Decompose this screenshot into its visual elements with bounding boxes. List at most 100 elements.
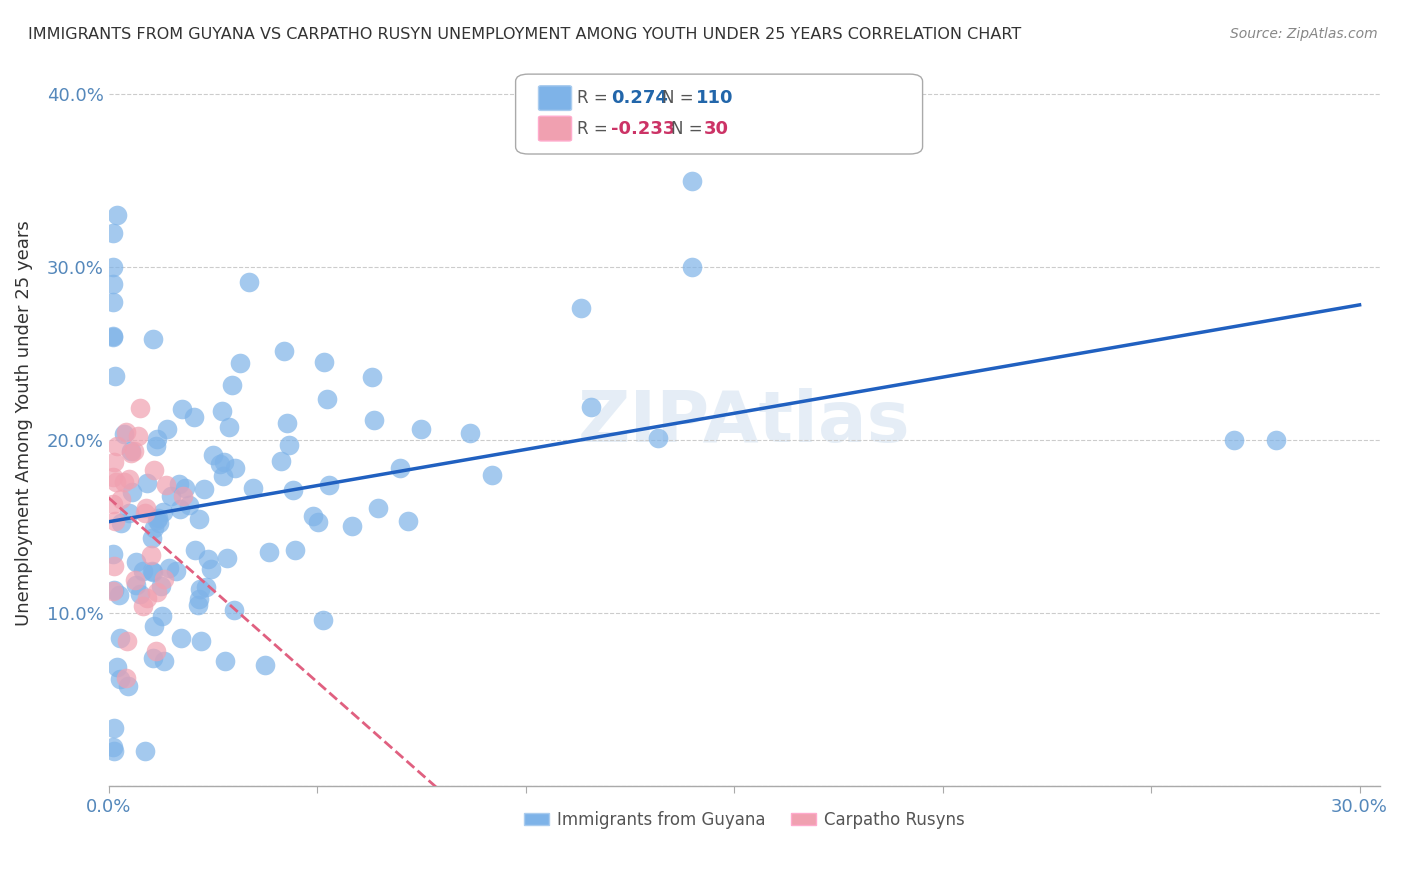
Point <box>127 429 149 443</box>
Point <box>115 671 138 685</box>
Point <box>681 260 703 274</box>
Point <box>101 277 124 292</box>
Point <box>152 505 174 519</box>
Point <box>197 552 219 566</box>
Point <box>1265 433 1288 447</box>
Point <box>101 548 124 562</box>
Point <box>647 431 669 445</box>
Point <box>135 591 157 606</box>
Point <box>217 550 239 565</box>
Point <box>179 498 201 512</box>
Point <box>153 654 176 668</box>
Point <box>101 260 124 274</box>
Point <box>146 584 169 599</box>
Point <box>363 413 385 427</box>
Point <box>129 401 152 416</box>
Text: ZIPAtlas: ZIPAtlas <box>578 388 911 458</box>
Point <box>141 564 163 578</box>
Point <box>200 562 222 576</box>
Text: Source: ZipAtlas.com: Source: ZipAtlas.com <box>1230 27 1378 41</box>
Point <box>311 613 333 627</box>
Point <box>145 438 167 452</box>
Point <box>143 462 166 476</box>
Point <box>201 449 224 463</box>
Point <box>458 425 481 440</box>
Point <box>190 582 212 596</box>
Text: -0.233: -0.233 <box>612 120 675 137</box>
Point <box>221 378 243 392</box>
Point <box>307 515 329 529</box>
Point <box>579 400 602 414</box>
Point <box>101 294 124 309</box>
FancyBboxPatch shape <box>538 116 572 141</box>
Point <box>103 582 125 597</box>
Text: IMMIGRANTS FROM GUYANA VS CARPATHO RUSYN UNEMPLOYMENT AMONG YOUTH UNDER 25 YEARS: IMMIGRANTS FROM GUYANA VS CARPATHO RUSYN… <box>28 27 1021 42</box>
Point <box>105 439 128 453</box>
Point <box>276 416 298 430</box>
Text: 110: 110 <box>696 89 734 107</box>
Point <box>135 501 157 516</box>
Point <box>118 506 141 520</box>
FancyBboxPatch shape <box>516 74 922 154</box>
Point <box>120 444 142 458</box>
Point <box>146 511 169 525</box>
Point <box>145 432 167 446</box>
Point <box>224 461 246 475</box>
Point <box>1223 433 1246 447</box>
Point <box>172 489 194 503</box>
Point <box>117 679 139 693</box>
Point <box>115 633 138 648</box>
Point <box>283 483 305 497</box>
Point <box>284 542 307 557</box>
Point <box>193 482 215 496</box>
Point <box>187 592 209 607</box>
Point <box>361 370 384 384</box>
Point <box>101 583 124 598</box>
Point <box>129 587 152 601</box>
Point <box>108 588 131 602</box>
Point <box>103 558 125 573</box>
Point <box>569 301 592 316</box>
Point <box>257 544 280 558</box>
Point <box>134 506 156 520</box>
Point <box>110 673 132 687</box>
Point <box>118 472 141 486</box>
Point <box>218 419 240 434</box>
Point <box>124 574 146 588</box>
Point <box>238 276 260 290</box>
Point <box>165 564 187 578</box>
FancyBboxPatch shape <box>538 86 572 111</box>
Point <box>105 659 128 673</box>
Point <box>101 226 124 240</box>
Point <box>103 721 125 735</box>
Point <box>312 355 335 369</box>
Point <box>135 475 157 490</box>
Point <box>103 455 125 469</box>
Point <box>148 516 170 530</box>
Point <box>125 555 148 569</box>
Point <box>254 657 277 672</box>
Point <box>120 446 142 460</box>
Point <box>104 514 127 528</box>
Point <box>242 481 264 495</box>
Point <box>318 478 340 492</box>
Text: R =: R = <box>576 89 613 107</box>
Point <box>101 329 124 343</box>
Point <box>101 739 124 754</box>
Point <box>121 484 143 499</box>
Point <box>173 481 195 495</box>
Point <box>183 410 205 425</box>
Point <box>142 333 165 347</box>
Point <box>160 489 183 503</box>
Point <box>273 343 295 358</box>
Point <box>141 531 163 545</box>
Point <box>145 644 167 658</box>
Point <box>143 619 166 633</box>
Point <box>104 475 127 489</box>
Point <box>139 548 162 562</box>
Point <box>132 599 155 613</box>
Point <box>367 500 389 515</box>
Point <box>187 512 209 526</box>
Point <box>145 513 167 527</box>
Point <box>270 453 292 467</box>
